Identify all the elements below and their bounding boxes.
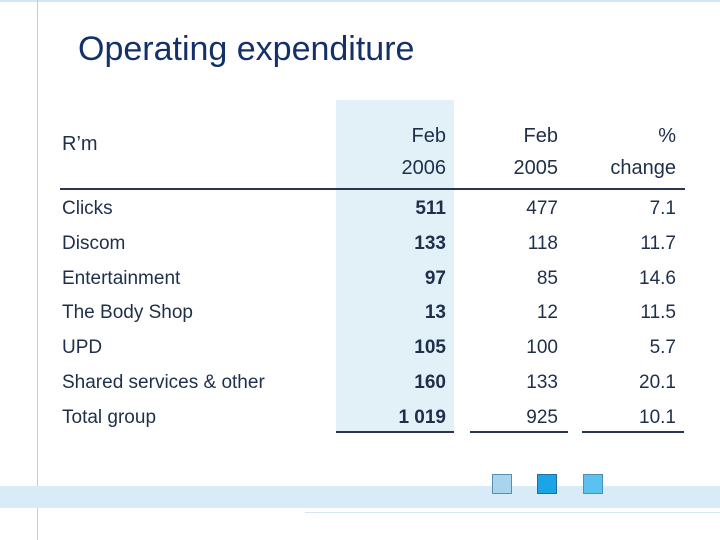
footer-line [305, 512, 720, 513]
row-label-discom: Discom [62, 233, 126, 254]
col-header-percent-change: % change [566, 120, 676, 184]
slide-title: Operating expenditure [78, 30, 415, 68]
row-label-the-body-shop: The Body Shop [62, 302, 193, 323]
row-label-upd: UPD [62, 337, 103, 358]
cell-feb-2005: 85 [536, 268, 558, 289]
col-header-line1: Feb [411, 125, 446, 147]
cell-feb-2005: 477 [526, 198, 558, 219]
cell-percent-change: 5.7 [649, 337, 676, 358]
cell-percent-change: 14.6 [639, 268, 676, 289]
left-accent-line [37, 0, 38, 540]
footer-band [0, 486, 720, 508]
cell-feb-2006: 105 [414, 337, 446, 358]
cell-feb-2005: 12 [536, 302, 558, 323]
cell-feb-2006: 1 019 [398, 407, 446, 428]
cell-feb-2006: 160 [414, 372, 446, 393]
decorative-square-dark [537, 474, 557, 494]
decorative-square-light [492, 474, 512, 494]
col-header-line1: % [658, 125, 676, 147]
unit-label: R’m [62, 133, 98, 155]
header-divider [60, 188, 685, 190]
cell-percent-change: 7.1 [649, 198, 676, 219]
row-label-shared-services: Shared services & other [62, 372, 265, 393]
row-label-total-group: Total group [62, 407, 157, 428]
cell-percent-change: 11.7 [640, 233, 676, 254]
cell-percent-change: 10.1 [639, 407, 676, 428]
cell-feb-2005: 925 [526, 407, 558, 428]
cell-percent-change: 11.5 [640, 302, 676, 323]
cell-feb-2006: 133 [414, 233, 446, 254]
cell-feb-2006: 97 [424, 268, 446, 289]
col-header-feb-2005: Feb 2005 [468, 120, 559, 184]
cell-feb-2005: 100 [526, 337, 558, 358]
col-header-line2: change [610, 157, 676, 179]
col-header-feb-2006: Feb 2006 [356, 120, 447, 184]
cell-feb-2005: 118 [527, 233, 558, 254]
col-header-line2: 2005 [513, 157, 559, 179]
cell-percent-change: 20.1 [639, 372, 676, 393]
cell-feb-2005: 133 [526, 372, 558, 393]
col-header-line2: 2006 [401, 157, 447, 179]
col-header-line1: Feb [523, 125, 558, 147]
row-label-entertainment: Entertainment [62, 268, 181, 289]
top-rule [0, 0, 720, 2]
feb-2006-column-highlight [336, 100, 454, 432]
decorative-square-mid [583, 474, 603, 494]
cell-feb-2006: 511 [415, 198, 446, 219]
total-underline-feb-2006 [336, 431, 454, 433]
row-label-clicks: Clicks [62, 198, 113, 219]
total-underline-feb-2005 [470, 431, 568, 433]
cell-feb-2006: 13 [424, 302, 446, 323]
total-underline-percent-change [582, 431, 684, 433]
